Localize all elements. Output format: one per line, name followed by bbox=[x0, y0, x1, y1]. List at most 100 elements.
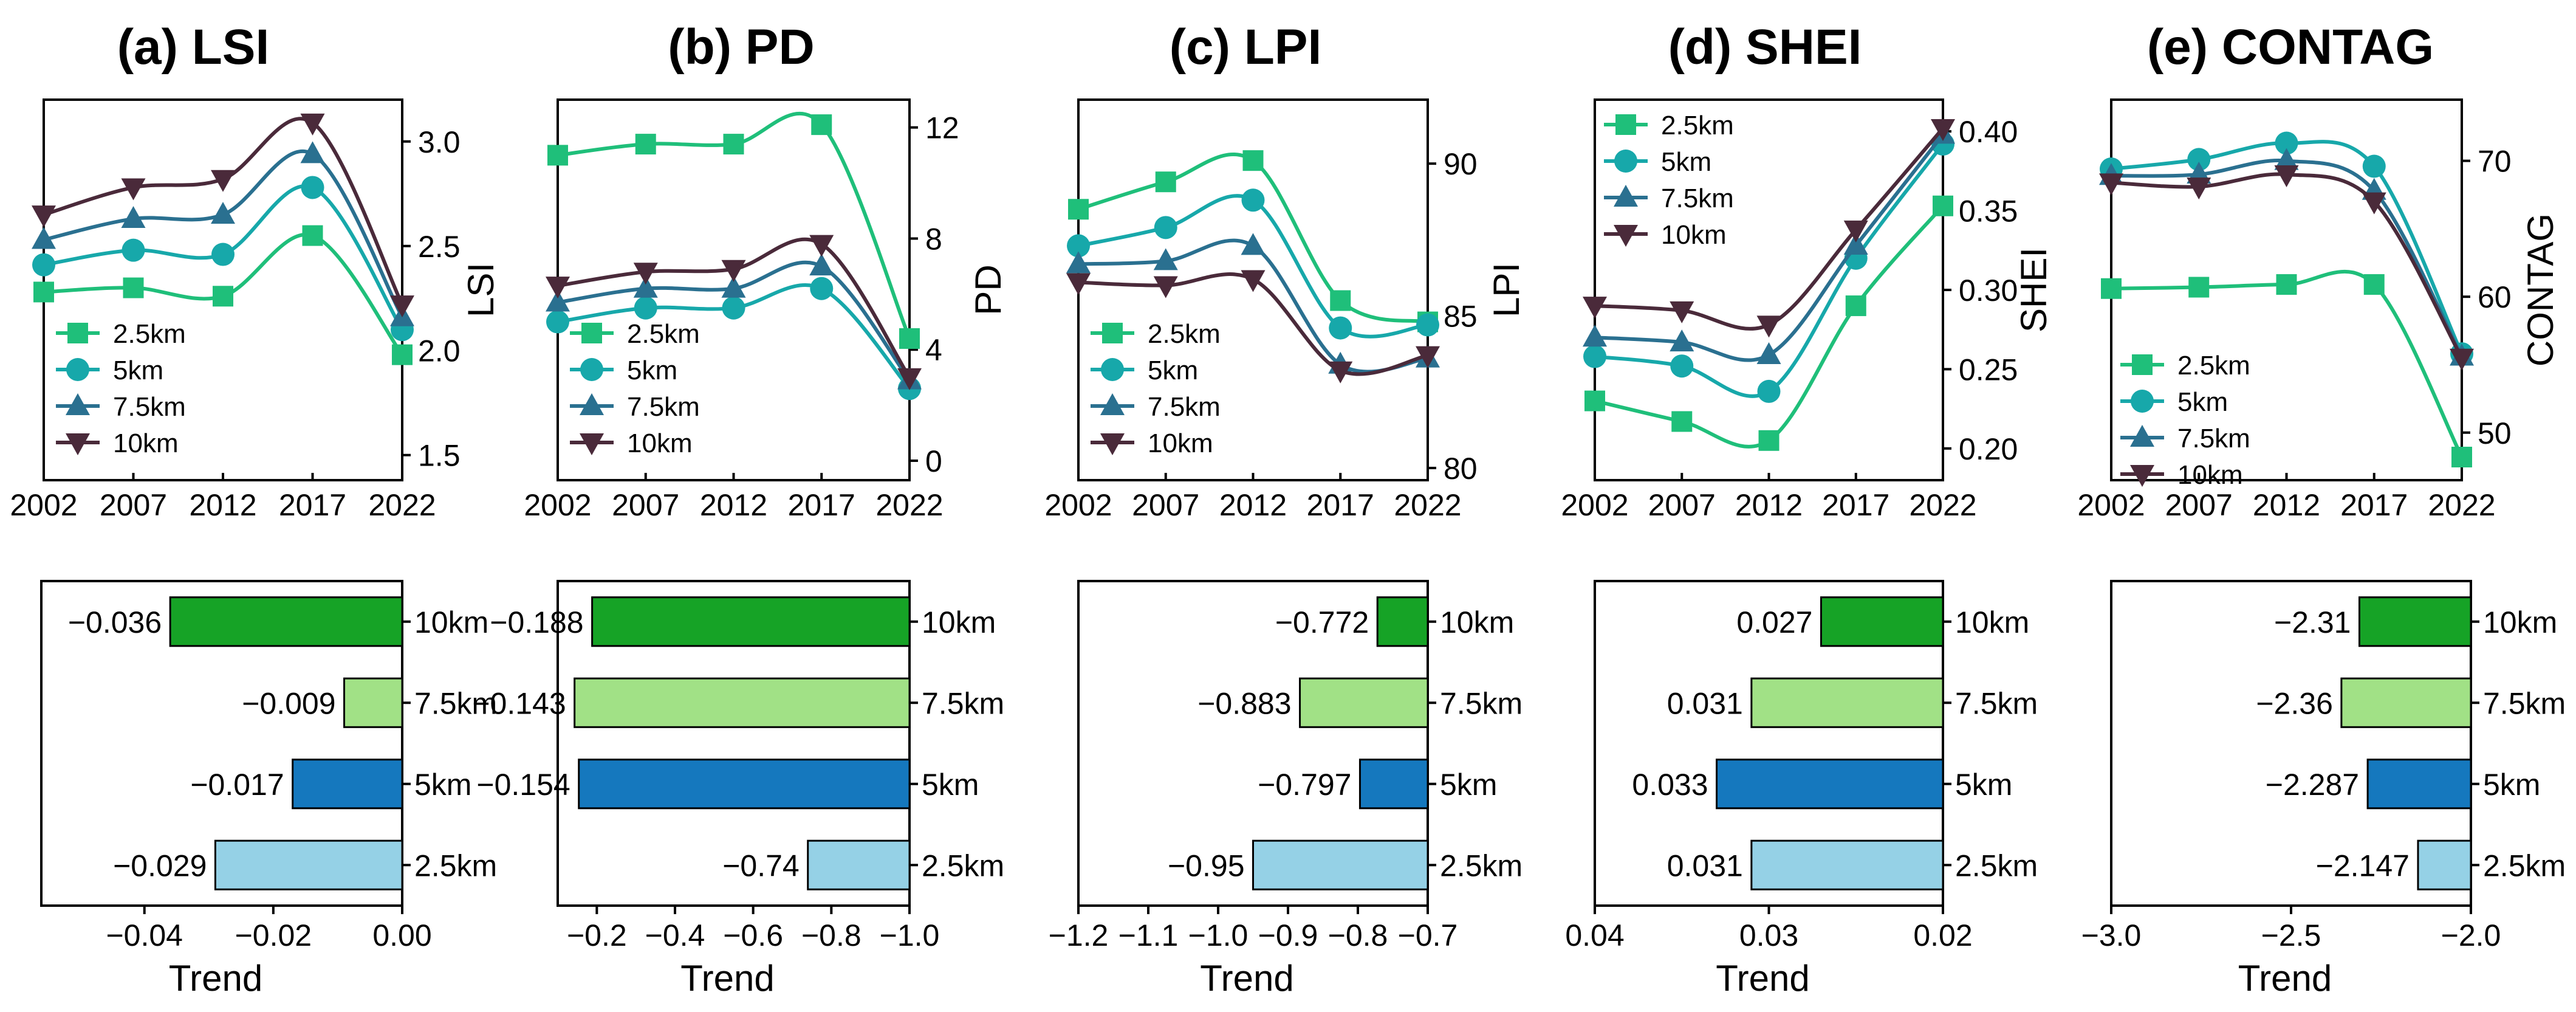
legend-marker bbox=[1614, 225, 1638, 247]
legend-label: 5km bbox=[627, 356, 677, 385]
bar-value-label: −0.029 bbox=[113, 848, 207, 883]
x-tick-label: −0.8 bbox=[1328, 918, 1388, 952]
data-point-7.5km bbox=[2274, 148, 2299, 170]
bar-value-label: −0.154 bbox=[476, 768, 570, 802]
x-tick-label: 2012 bbox=[1219, 488, 1287, 522]
bar-chart-d-trend: 0.027 10km 0.031 7.5km 0.033 5km 0.031 2.5km 0.0… bbox=[1565, 580, 2038, 999]
chart-title: (e) CONTAG bbox=[2147, 19, 2434, 75]
legend-marker bbox=[1100, 393, 1125, 415]
data-point-10km bbox=[121, 178, 146, 201]
y-tick-label: 60 bbox=[2478, 280, 2512, 314]
y-tick-label: 85 bbox=[1444, 300, 1478, 334]
y-tick-label: 0.30 bbox=[1959, 274, 2018, 308]
data-point-5km bbox=[122, 238, 145, 262]
data-point-10km bbox=[1670, 301, 1694, 323]
data-point-7.5km bbox=[1843, 232, 1868, 255]
data-point-10km bbox=[1328, 361, 1353, 384]
legend-label: 5km bbox=[2177, 387, 2228, 417]
data-point-5km bbox=[211, 243, 235, 266]
x-tick-label: 2007 bbox=[100, 488, 167, 522]
data-point-5km bbox=[301, 176, 324, 199]
x-axis-label: Trend bbox=[1200, 958, 1294, 999]
x-tick-label: 2002 bbox=[524, 488, 591, 522]
x-tick-label: 2017 bbox=[1822, 488, 1889, 522]
data-point-2.5km bbox=[1068, 199, 1089, 220]
legend-marker bbox=[1614, 150, 1637, 173]
data-point-5km bbox=[546, 310, 569, 334]
category-label: 5km bbox=[1440, 768, 1497, 802]
bar-value-label: −2.36 bbox=[2256, 686, 2333, 720]
chart-title: (d) SHEI bbox=[1668, 19, 1862, 75]
plot-frame bbox=[1594, 98, 1944, 481]
category-label: 7.5km bbox=[1440, 686, 1523, 720]
data-point-10km bbox=[809, 235, 834, 257]
category-label: 10km bbox=[414, 605, 488, 639]
data-point-5km bbox=[1757, 379, 1781, 403]
line-chart-e: (e) CONTAG 2002 2007 2012 2017 2022 50 60 70CONT… bbox=[2077, 19, 2561, 522]
y-tick-label: 70 bbox=[2478, 145, 2512, 179]
line-chart-a: (a) LSI 2002 2007 2012 2017 2022 1.5 2.0 2.5 3.0 L… bbox=[10, 19, 501, 522]
category-label: 2.5km bbox=[1440, 848, 1523, 883]
data-point-7.5km bbox=[546, 289, 570, 312]
x-tick-label: 2012 bbox=[700, 488, 767, 522]
data-point-7.5km bbox=[1756, 342, 1781, 364]
data-point-10km bbox=[1843, 220, 1868, 243]
x-tick-label: −3.0 bbox=[2081, 918, 2142, 952]
bar-value-label: −0.017 bbox=[190, 768, 284, 802]
category-label: 7.5km bbox=[922, 686, 1004, 720]
legend-label: 2.5km bbox=[1661, 111, 1734, 140]
data-point-2.5km bbox=[1155, 171, 1176, 193]
data-point-7.5km bbox=[211, 202, 235, 224]
series-line-5km bbox=[1594, 143, 1945, 398]
legend-label: 10km bbox=[627, 429, 693, 458]
data-point-5km bbox=[1583, 345, 1606, 368]
bar-7.5km bbox=[574, 677, 911, 728]
data-point-2.5km bbox=[723, 134, 744, 155]
data-point-7.5km bbox=[809, 253, 834, 276]
data-point-5km bbox=[810, 277, 834, 300]
x-tick-label: 2012 bbox=[1735, 488, 1803, 522]
data-point-10km bbox=[1066, 273, 1091, 295]
x-tick-label: 0.04 bbox=[1565, 918, 1624, 952]
y-tick-label: 90 bbox=[1444, 147, 1478, 181]
legend-label: 10km bbox=[113, 429, 179, 458]
category-label: 2.5km bbox=[922, 848, 1004, 883]
x-tick-label: 2002 bbox=[1044, 488, 1112, 522]
data-point-5km bbox=[1329, 316, 1352, 340]
x-tick-label: −0.8 bbox=[801, 918, 862, 952]
y-tick-label: 4 bbox=[925, 333, 942, 367]
x-tick-label: 0.03 bbox=[1739, 918, 1798, 952]
data-point-10km bbox=[721, 260, 746, 282]
y-axis-label: LSI bbox=[461, 263, 501, 317]
x-tick-label: 2002 bbox=[2077, 488, 2145, 522]
y-tick-label: 3.0 bbox=[418, 125, 461, 159]
data-point-10km bbox=[2099, 173, 2123, 196]
bar-2.5km bbox=[214, 839, 403, 890]
y-axis-label: PD bbox=[968, 264, 1009, 315]
data-point-5km bbox=[1067, 234, 1090, 258]
y-tick-label: 0.40 bbox=[1959, 115, 2018, 149]
data-point-10km bbox=[300, 113, 325, 136]
data-point-10km bbox=[390, 295, 414, 318]
legend-label: 7.5km bbox=[113, 392, 186, 422]
category-label: 5km bbox=[922, 768, 979, 802]
bar-value-label: −0.143 bbox=[472, 686, 566, 720]
x-tick-label: 2002 bbox=[1561, 488, 1628, 522]
bar-chart-a-trend: −0.036 10km −0.009 7.5km −0.017 5km −0.029 2.5k… bbox=[40, 580, 497, 999]
series-line-5km bbox=[1078, 194, 1428, 339]
bar-2.5km bbox=[807, 839, 911, 890]
x-tick-label: −1.1 bbox=[1118, 918, 1179, 952]
y-tick-label: 2.5 bbox=[418, 230, 461, 264]
y-tick-label: 2.0 bbox=[418, 334, 461, 368]
data-point-10km bbox=[32, 205, 56, 228]
data-point-10km bbox=[211, 170, 235, 192]
data-point-2.5km bbox=[2101, 278, 2122, 299]
data-point-5km bbox=[1416, 313, 1439, 337]
legend-marker bbox=[1614, 185, 1638, 207]
x-tick-label: 2022 bbox=[875, 488, 943, 522]
bar-chart-c-trend: −0.772 10km −0.883 7.5km −0.797 5km −0.95 2.5km… bbox=[1049, 580, 1523, 999]
chart-title: (a) LSI bbox=[117, 19, 270, 75]
legend-marker bbox=[1101, 358, 1124, 381]
